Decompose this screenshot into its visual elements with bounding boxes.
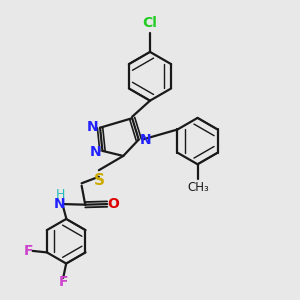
Text: N: N xyxy=(140,133,151,147)
Text: N: N xyxy=(54,197,65,211)
Text: O: O xyxy=(107,197,119,211)
Text: F: F xyxy=(58,275,68,289)
Text: F: F xyxy=(24,244,33,258)
Text: CH₃: CH₃ xyxy=(188,181,209,194)
Text: H: H xyxy=(56,188,65,200)
Text: N: N xyxy=(89,145,101,159)
Text: N: N xyxy=(87,120,99,134)
Text: S: S xyxy=(93,172,104,188)
Text: Cl: Cl xyxy=(142,16,158,30)
